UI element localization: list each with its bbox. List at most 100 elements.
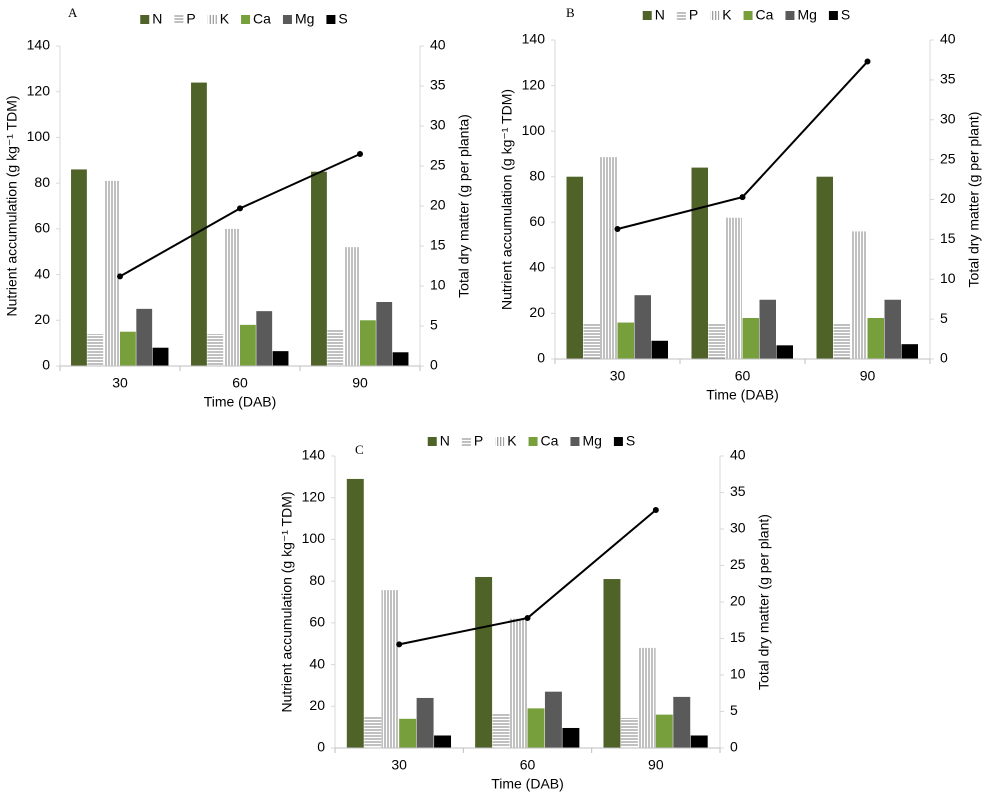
y-axis-label: Nutrient accumulation (g kg⁻¹ TDM) — [499, 89, 515, 310]
line-point — [614, 226, 621, 233]
bar — [510, 618, 527, 748]
legend-swatch — [282, 15, 292, 24]
y-tick-label: 40 — [34, 265, 50, 281]
y2-tick-label: 15 — [940, 230, 956, 246]
bar — [399, 718, 417, 748]
y-tick-label: 120 — [27, 82, 51, 98]
bar — [884, 299, 901, 359]
legend-label: S — [626, 433, 635, 449]
legend-swatch — [570, 437, 580, 446]
line-point — [117, 273, 123, 280]
bar — [600, 157, 617, 359]
bar — [360, 320, 376, 366]
bar — [376, 302, 393, 366]
y-tick-label: 60 — [309, 614, 325, 630]
y-tick-label: 100 — [522, 122, 546, 138]
bar — [833, 322, 850, 359]
y2-tick-label: 35 — [940, 71, 956, 87]
y2-axis-label: Total dry matter (g per plant) — [966, 112, 982, 288]
legend-swatch — [743, 11, 753, 20]
legend-label: Ca — [541, 433, 559, 449]
bar — [691, 167, 708, 359]
bar — [566, 176, 583, 359]
y2-tick-label: 0 — [730, 739, 738, 755]
y2-tick-label: 35 — [730, 483, 746, 499]
bar — [343, 247, 360, 366]
legend-swatch — [174, 15, 184, 24]
line-point — [524, 615, 531, 622]
x-tick-label: 30 — [610, 368, 626, 384]
line-point — [396, 641, 403, 648]
legend-label: N — [440, 433, 450, 449]
bar — [850, 231, 867, 359]
x-tick-label: 90 — [352, 375, 368, 391]
x-tick-label: 60 — [232, 375, 248, 391]
y-tick-label: 120 — [522, 76, 546, 92]
y2-tick-label: 10 — [730, 666, 746, 682]
y-tick-label: 80 — [309, 572, 325, 588]
bar — [759, 299, 776, 359]
y-axis-label: Nutrient accumulation (g kg⁻¹ TDM) — [4, 95, 20, 316]
panel: C 0 20 40 60 80 100 120 140 0 5 10 15 20 25 30 35 40 30 60 9… — [279, 433, 772, 792]
y2-tick-label: 20 — [940, 190, 956, 206]
bar — [71, 169, 87, 366]
panel: A 0 20 40 60 80 100 120 140 0 5 10 15 20 25 30 35 40 30 60 9… — [4, 5, 472, 410]
y2-tick-label: 30 — [730, 520, 746, 536]
y-tick-label: 120 — [302, 488, 326, 504]
legend-label: P — [689, 7, 698, 23]
bar — [120, 331, 136, 366]
bar — [673, 696, 691, 748]
x-tick-label: 90 — [648, 757, 664, 773]
x-axis-label: Time (DAB) — [204, 394, 277, 410]
bar — [434, 735, 452, 748]
y2-tick-label: 30 — [430, 117, 446, 133]
y2-tick-label: 5 — [430, 317, 438, 333]
y2-tick-label: 40 — [940, 31, 956, 47]
y-tick-label: 140 — [27, 37, 51, 53]
legend-swatch — [785, 11, 795, 20]
y2-axis-label: Total dry matter (g per planta) — [456, 114, 472, 298]
bar — [152, 347, 169, 366]
y2-tick-label: 40 — [430, 37, 446, 53]
legend-swatch — [676, 11, 686, 20]
y2-tick-label: 0 — [430, 357, 438, 373]
bar — [603, 579, 621, 748]
y2-tick-label: 10 — [940, 270, 956, 286]
x-tick-label: 60 — [520, 757, 536, 773]
legend-label: K — [507, 433, 517, 449]
legend-label: K — [722, 7, 732, 23]
bar — [742, 317, 759, 359]
y-tick-label: 80 — [529, 167, 545, 183]
legend: N P K Ca Mg S — [140, 11, 348, 27]
bar — [776, 345, 793, 359]
line-point — [357, 151, 363, 157]
bar — [103, 180, 120, 366]
bar — [416, 697, 434, 748]
y-tick-label: 0 — [537, 350, 545, 366]
bar — [527, 708, 545, 748]
y-tick-label: 0 — [42, 357, 50, 373]
y2-tick-label: 20 — [430, 197, 446, 213]
y2-tick-label: 15 — [430, 237, 446, 253]
y-tick-label: 60 — [34, 220, 50, 236]
y-tick-label: 40 — [529, 259, 545, 275]
bar — [311, 171, 327, 366]
y-tick-label: 60 — [529, 213, 545, 229]
legend-label: P — [474, 433, 483, 449]
y2-tick-label: 10 — [430, 277, 446, 293]
legend-label: Mg — [295, 11, 314, 27]
line-point — [652, 507, 659, 514]
bar — [223, 228, 240, 366]
y-tick-label: 140 — [302, 447, 326, 463]
bar — [867, 317, 884, 359]
legend-label: Ca — [756, 7, 774, 23]
bar — [655, 714, 673, 748]
bar — [901, 344, 918, 359]
x-tick-label: 90 — [860, 368, 876, 384]
x-tick-label: 30 — [391, 757, 407, 773]
bar — [381, 590, 399, 748]
bar — [816, 176, 833, 359]
bar — [492, 714, 510, 748]
bar — [690, 735, 708, 748]
